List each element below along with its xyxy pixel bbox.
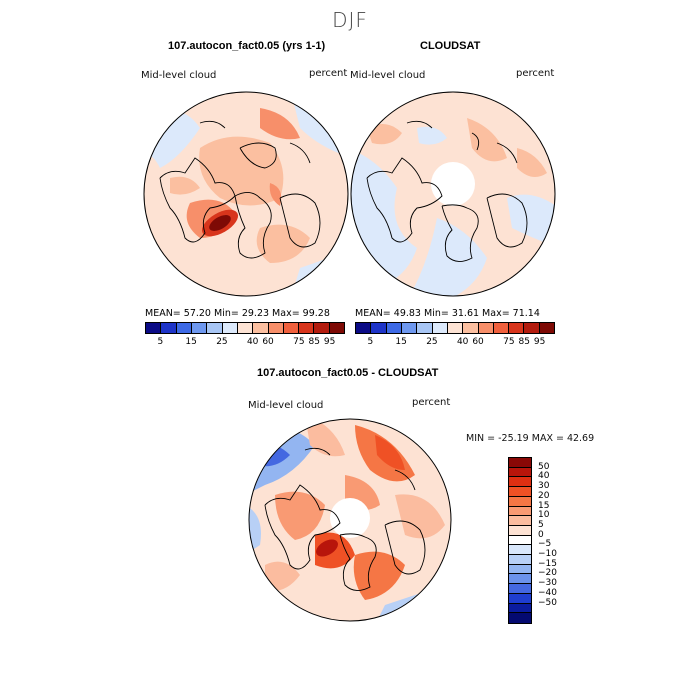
colorbar-tick-label: 85 [518, 337, 530, 347]
colorbar-tick-label: 25 [426, 337, 438, 347]
obs-variable-label: Mid-level cloud [350, 70, 426, 81]
colorbar-swatch [432, 323, 448, 333]
obs-units-label: percent [516, 68, 555, 79]
colorbar-swatch [478, 323, 494, 333]
model-units-label: percent [309, 68, 348, 79]
colorbar-swatch [509, 603, 531, 614]
colorbar-tick-label: 15 [538, 500, 550, 511]
diff-minmax: MIN = -25.19 MAX = 42.69 [466, 433, 595, 444]
colorbar-swatch [524, 323, 540, 333]
colorbar-tick-label: 5 [538, 519, 544, 530]
colorbar-tick-label: 60 [472, 337, 484, 347]
model-polar-map [143, 91, 349, 297]
colorbar-swatch [509, 545, 531, 556]
colorbar-swatch [146, 323, 162, 333]
colorbar-tick-label: 40 [456, 337, 469, 347]
colorbar-swatch [509, 564, 531, 575]
model-stats: MEAN= 57.20 Min= 29.23 Max= 99.28 [145, 308, 330, 319]
colorbar-swatch [191, 323, 208, 333]
colorbar-swatch [447, 323, 464, 333]
colorbar-tick-label: 0 [538, 529, 544, 540]
colorbar-swatch [509, 323, 525, 333]
obs-colorbar [355, 322, 555, 334]
colorbar-tick-label: −20 [538, 568, 557, 579]
model-colorbar-ticks: 5 15 25 40 60 75 85 95 [145, 337, 345, 349]
colorbar-swatch [371, 323, 387, 333]
colorbar-tick-label: 95 [323, 337, 336, 347]
colorbar-tick-label: 25 [216, 337, 228, 347]
diff-colorbar-ticks: 50 40 30 20 15 10 5 0 −5 −10 −15 −20 −30 −40 −50 [538, 457, 578, 622]
model-colorbar [145, 322, 345, 334]
colorbar-tick-label: −50 [538, 597, 557, 608]
colorbar-swatch [509, 467, 531, 478]
colorbar-swatch [509, 458, 531, 468]
colorbar-swatch [314, 323, 330, 333]
colorbar-tick-label: −30 [538, 578, 557, 589]
colorbar-swatch [509, 477, 531, 488]
colorbar-swatch [268, 323, 284, 333]
colorbar-tick-label: −5 [538, 539, 552, 550]
colorbar-swatch [401, 323, 418, 333]
colorbar-tick-label: 75 [293, 337, 305, 347]
colorbar-tick-label: 60 [262, 337, 274, 347]
colorbar-swatch [207, 323, 223, 333]
colorbar-swatch [539, 323, 555, 333]
colorbar-tick-label: 50 [538, 461, 550, 472]
figure-title-season: DJF [332, 8, 368, 32]
colorbar-swatch [463, 323, 479, 333]
colorbar-swatch [509, 506, 531, 517]
obs-colorbar-ticks: 5 15 25 40 60 75 85 95 [355, 337, 555, 349]
diff-units-label: percent [412, 397, 451, 408]
model-panel-title: 107.autocon_fact0.05 (yrs 1-1) [168, 40, 326, 52]
colorbar-swatch [237, 323, 254, 333]
colorbar-tick-label: 95 [533, 337, 546, 347]
colorbar-swatch [509, 574, 531, 585]
colorbar-swatch [509, 516, 531, 526]
colorbar-swatch [176, 323, 192, 333]
colorbar-tick-label: −15 [538, 558, 557, 569]
obs-panel-title: CLOUDSAT [420, 40, 481, 52]
colorbar-swatch [509, 535, 531, 546]
obs-polar-map [350, 91, 556, 297]
colorbar-swatch [417, 323, 433, 333]
colorbar-tick-label: 15 [395, 337, 407, 347]
colorbar-swatch [161, 323, 177, 333]
obs-stats: MEAN= 49.83 Min= 31.61 Max= 71.14 [355, 308, 540, 319]
colorbar-tick-label: 5 [367, 337, 374, 347]
colorbar-swatch [222, 323, 238, 333]
colorbar-swatch [356, 323, 372, 333]
colorbar-swatch [283, 323, 300, 333]
colorbar-swatch [493, 323, 510, 333]
colorbar-tick-label: 20 [538, 490, 550, 501]
colorbar-tick-label: 30 [538, 481, 550, 492]
colorbar-swatch [386, 323, 402, 333]
colorbar-swatch [299, 323, 315, 333]
colorbar-tick-label: 40 [538, 471, 550, 482]
colorbar-tick-label: −40 [538, 587, 557, 598]
colorbar-tick-label: 15 [185, 337, 197, 347]
colorbar-tick-label: 75 [503, 337, 515, 347]
colorbar-swatch [509, 496, 531, 507]
colorbar-swatch [509, 584, 531, 594]
diff-variable-label: Mid-level cloud [248, 400, 324, 411]
colorbar-tick-label: 5 [157, 337, 164, 347]
colorbar-swatch [509, 613, 531, 623]
colorbar-swatch [509, 525, 531, 536]
model-variable-label: Mid-level cloud [141, 70, 217, 81]
diff-panel-title: 107.autocon_fact0.05 - CLOUDSAT [257, 367, 439, 379]
colorbar-swatch [509, 487, 531, 497]
colorbar-swatch [253, 323, 269, 333]
diff-colorbar [508, 457, 532, 624]
colorbar-tick-label: 40 [246, 337, 259, 347]
colorbar-swatch [509, 555, 531, 565]
colorbar-tick-label: −10 [538, 549, 557, 560]
colorbar-swatch [509, 593, 531, 604]
colorbar-tick-label: 10 [538, 510, 550, 521]
colorbar-tick-label: 85 [308, 337, 320, 347]
diff-polar-map [248, 418, 452, 622]
colorbar-swatch [329, 323, 345, 333]
